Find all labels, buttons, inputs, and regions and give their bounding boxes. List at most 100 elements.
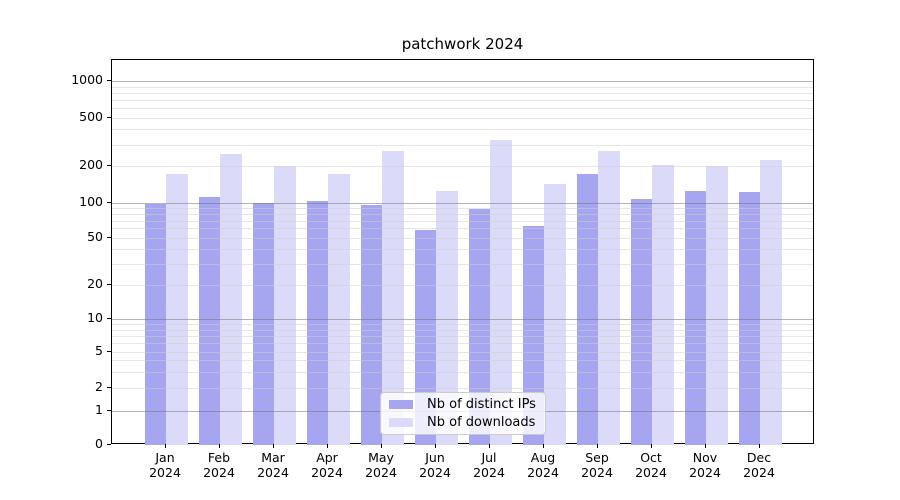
bar-downloads-mar <box>274 166 296 445</box>
x-tick-mark <box>381 444 382 448</box>
bar-distinct-ips-jun <box>414 230 436 445</box>
minor-gridline <box>112 99 813 101</box>
x-tick-mark <box>705 444 706 448</box>
x-tick-label: Nov 2024 <box>689 450 721 480</box>
bar-distinct-ips-apr <box>306 200 328 445</box>
y-tick-label: 20 <box>87 276 103 292</box>
x-tick-mark <box>489 444 490 448</box>
major-gridline <box>112 319 813 321</box>
minor-gridline <box>112 220 813 222</box>
minor-gridline <box>112 329 813 331</box>
bar-downloads-oct <box>652 164 674 445</box>
bar-downloads-jul <box>490 140 512 445</box>
minor-gridline <box>112 108 813 110</box>
y-tick-mark <box>107 116 111 118</box>
x-tick-mark <box>435 444 436 448</box>
y-tick-mark <box>107 165 111 166</box>
bar-downloads-nov <box>706 166 728 445</box>
y-tick-label: 5 <box>95 342 103 358</box>
x-tick-mark <box>219 444 220 448</box>
x-tick-label: Jul 2024 <box>473 450 505 480</box>
x-tick-label: Feb 2024 <box>203 450 235 480</box>
bar-distinct-ips-mar <box>252 202 274 445</box>
x-tick-label: Dec 2024 <box>743 450 775 480</box>
minor-gridline <box>112 237 813 239</box>
x-tick-mark <box>165 444 166 448</box>
minor-gridline <box>112 129 813 131</box>
x-tick-label: Aug 2024 <box>527 450 559 480</box>
legend-item-downloads: Nb of downloads <box>389 415 537 430</box>
x-tick-label: Jun 2024 <box>419 450 451 480</box>
minor-gridline <box>112 324 813 326</box>
bar-distinct-ips-feb <box>198 197 220 445</box>
bar-downloads-dec <box>760 160 782 445</box>
y-tick-mark <box>107 284 111 286</box>
y-tick-label: 1 <box>95 401 103 417</box>
minor-gridline <box>112 335 813 337</box>
y-tick-mark <box>107 409 111 411</box>
minor-gridline <box>112 360 813 362</box>
minor-gridline <box>112 228 813 230</box>
minor-gridline <box>112 285 813 287</box>
grid-layer <box>112 60 813 443</box>
x-tick-label: Jan 2024 <box>149 450 181 480</box>
x-tick-label: Mar 2024 <box>257 450 289 480</box>
bar-distinct-ips-dec <box>738 192 760 445</box>
y-tick-label: 100 <box>79 193 103 209</box>
legend-item-distinct-ips: Nb of distinct IPs <box>389 397 537 412</box>
legend: Nb of distinct IPs Nb of downloads <box>380 392 546 435</box>
y-tick-label: 0 <box>95 436 103 451</box>
y-tick-label: 200 <box>79 157 103 172</box>
bar-downloads-may <box>382 151 404 445</box>
minor-gridline <box>112 166 813 167</box>
bar-downloads-sep <box>598 150 620 445</box>
minor-gridline <box>112 207 813 209</box>
bar-distinct-ips-oct <box>630 198 652 445</box>
minor-gridline <box>112 249 813 251</box>
minor-gridline <box>112 371 813 373</box>
bar-distinct-ips-nov <box>684 191 706 445</box>
minor-gridline <box>112 351 813 353</box>
y-tick-label: 10 <box>87 310 103 326</box>
x-tick-label: Sep 2024 <box>581 450 613 480</box>
legend-swatch-distinct-ips <box>389 400 413 409</box>
y-tick-mark <box>107 350 111 352</box>
chart-title: patchwork 2024 <box>401 35 524 53</box>
minor-gridline <box>112 92 813 94</box>
legend-swatch-downloads <box>389 418 413 427</box>
major-gridline <box>112 81 813 82</box>
minor-gridline <box>112 264 813 266</box>
bar-downloads-jan <box>166 173 188 445</box>
y-tick-label: 50 <box>87 228 103 244</box>
bar-downloads-aug <box>544 183 566 445</box>
x-tick-mark <box>273 444 274 448</box>
plot-area <box>111 59 814 445</box>
minor-gridline <box>112 387 813 389</box>
minor-gridline <box>112 144 813 146</box>
y-tick-mark <box>107 318 111 320</box>
x-tick-mark <box>651 444 652 448</box>
bar-distinct-ips-sep <box>576 173 598 445</box>
bar-downloads-apr <box>328 173 350 445</box>
y-tick-label: 1000 <box>71 72 103 87</box>
major-gridline <box>112 202 813 204</box>
y-tick-label: 2 <box>95 378 103 394</box>
legend-label-distinct-ips: Nb of distinct IPs <box>427 397 536 412</box>
x-tick-label: Apr 2024 <box>311 450 343 480</box>
minor-gridline <box>112 86 813 88</box>
x-tick-label: Oct 2024 <box>635 450 667 480</box>
y-tick-mark <box>107 80 111 81</box>
x-tick-mark <box>759 444 760 448</box>
y-tick-label: 500 <box>79 108 103 124</box>
y-tick-mark <box>107 444 111 445</box>
minor-gridline <box>112 213 813 215</box>
x-tick-mark <box>597 444 598 448</box>
minor-gridline <box>112 117 813 119</box>
minor-gridline <box>112 343 813 345</box>
legend-label-downloads: Nb of downloads <box>427 415 536 430</box>
x-tick-mark <box>327 444 328 448</box>
y-tick-mark <box>107 386 111 388</box>
bar-downloads-jun <box>436 190 458 445</box>
y-tick-mark <box>107 201 111 203</box>
